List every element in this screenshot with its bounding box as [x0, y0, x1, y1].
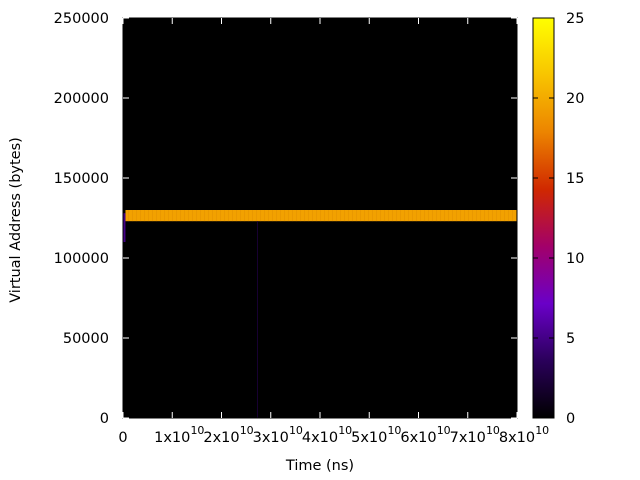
y-tick-label-3: 150000	[54, 171, 109, 187]
colorbar-gradient	[533, 18, 554, 418]
x-tick-mantissa: 7x10	[450, 430, 486, 446]
x-tick-exponent: 10	[387, 424, 401, 437]
colorbar-border	[532, 17, 555, 419]
y-tick-label-2: 100000	[54, 251, 109, 267]
x-axis-label: Time (ns)	[285, 458, 354, 474]
x-tick-exponent: 10	[240, 424, 254, 437]
x-tick-exponent: 10	[437, 424, 451, 437]
x-tick-mantissa: 4x10	[302, 430, 338, 446]
y-tick-label-1: 50000	[63, 331, 109, 347]
colorbar-tick-label-1: 5	[566, 331, 575, 347]
x-tick-mantissa: 5x10	[351, 430, 387, 446]
y-tick-label-5: 250000	[54, 11, 109, 27]
x-tick-mantissa: 6x10	[400, 430, 436, 446]
x-tick-label-6: 6x10 10	[400, 424, 450, 446]
x-tick-label-8: 8x10 10	[499, 424, 549, 446]
colorbar-tick-label-3: 15	[566, 171, 584, 187]
x-tick-mantissa: 0	[118, 430, 127, 446]
colorbar: 0 5 10 15 20 25	[532, 11, 584, 427]
heatmap-cell-1	[123, 213, 126, 242]
y-tick-label-4: 200000	[54, 91, 109, 107]
x-tick-mantissa: 8x10	[499, 430, 535, 446]
x-tick-label-4: 4x10 10	[302, 424, 352, 446]
colorbar-tick-label-5: 25	[566, 11, 584, 27]
plot-area	[122, 17, 518, 419]
x-tick-mantissa: 2x10	[203, 430, 239, 446]
heatmap-cell-0	[125, 210, 518, 222]
x-tick-exponent: 10	[190, 424, 204, 437]
x-tick-mantissa: 1x10	[154, 430, 190, 446]
x-tick-label-3: 3x10 10	[253, 424, 303, 446]
colorbar-tick-label-4: 20	[566, 91, 584, 107]
x-tick-label-7: 7x10 10	[450, 424, 500, 446]
x-tick-exponent: 10	[289, 424, 303, 437]
x-tick-exponent: 10	[338, 424, 352, 437]
x-tick-label-1: 1x10 10	[154, 424, 204, 446]
heatmap-cell-2	[256, 221, 258, 418]
y-tick-label-0: 0	[100, 411, 109, 427]
y-axis: 0 50000 100000 150000 200000 250000	[54, 11, 517, 427]
y-axis-label: Virtual Address (bytes)	[8, 137, 24, 303]
x-tick-label-5: 5x10 10	[351, 424, 401, 446]
x-tick-exponent: 10	[486, 424, 500, 437]
x-tick-mantissa: 3x10	[253, 430, 289, 446]
x-tick-label-2: 2x10 10	[203, 424, 253, 446]
x-tick-exponent: 10	[535, 424, 549, 437]
x-tick-label-0: 0	[118, 430, 127, 446]
heatmap-band-texture	[128, 210, 517, 222]
colorbar-tick-label-0: 0	[566, 411, 575, 427]
colorbar-tick-label-2: 10	[566, 251, 584, 267]
